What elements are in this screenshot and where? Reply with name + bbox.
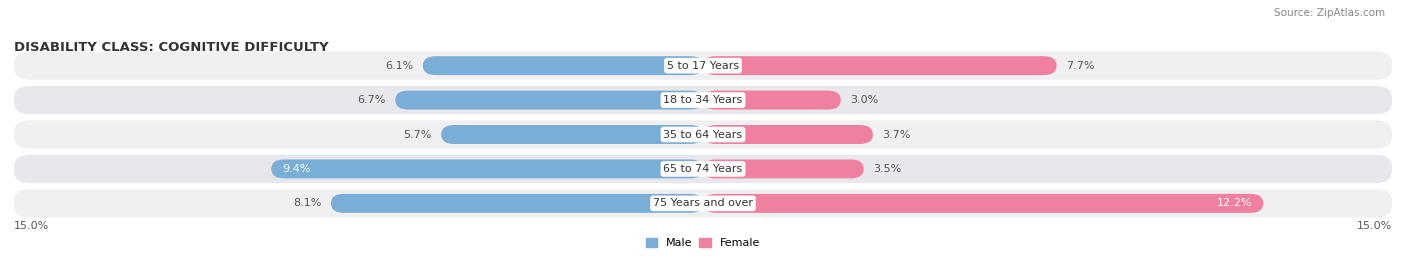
Text: 5.7%: 5.7% [404, 129, 432, 140]
Text: 12.2%: 12.2% [1216, 198, 1251, 208]
Text: 6.7%: 6.7% [357, 95, 387, 105]
FancyBboxPatch shape [14, 189, 1392, 217]
FancyBboxPatch shape [14, 121, 1392, 148]
FancyBboxPatch shape [14, 86, 1392, 114]
Text: DISABILITY CLASS: COGNITIVE DIFFICULTY: DISABILITY CLASS: COGNITIVE DIFFICULTY [14, 41, 329, 54]
FancyBboxPatch shape [14, 52, 1392, 80]
Text: Source: ZipAtlas.com: Source: ZipAtlas.com [1274, 8, 1385, 18]
FancyBboxPatch shape [703, 91, 841, 109]
Text: 6.1%: 6.1% [385, 61, 413, 71]
FancyBboxPatch shape [703, 125, 873, 144]
Text: 9.4%: 9.4% [283, 164, 311, 174]
Text: 75 Years and over: 75 Years and over [652, 198, 754, 208]
FancyBboxPatch shape [703, 160, 863, 178]
FancyBboxPatch shape [395, 91, 703, 109]
FancyBboxPatch shape [703, 56, 1057, 75]
Text: 5 to 17 Years: 5 to 17 Years [666, 61, 740, 71]
FancyBboxPatch shape [14, 155, 1392, 183]
Text: 15.0%: 15.0% [1357, 221, 1392, 231]
Text: 65 to 74 Years: 65 to 74 Years [664, 164, 742, 174]
Text: 8.1%: 8.1% [294, 198, 322, 208]
Legend: Male, Female: Male, Female [641, 234, 765, 253]
FancyBboxPatch shape [423, 56, 703, 75]
FancyBboxPatch shape [330, 194, 703, 213]
FancyBboxPatch shape [271, 160, 703, 178]
FancyBboxPatch shape [703, 194, 1264, 213]
Text: 18 to 34 Years: 18 to 34 Years [664, 95, 742, 105]
Text: 7.7%: 7.7% [1066, 61, 1094, 71]
FancyBboxPatch shape [441, 125, 703, 144]
Text: 15.0%: 15.0% [14, 221, 49, 231]
Text: 3.5%: 3.5% [873, 164, 901, 174]
Text: 35 to 64 Years: 35 to 64 Years [664, 129, 742, 140]
Text: 3.0%: 3.0% [851, 95, 879, 105]
Text: 3.7%: 3.7% [882, 129, 911, 140]
